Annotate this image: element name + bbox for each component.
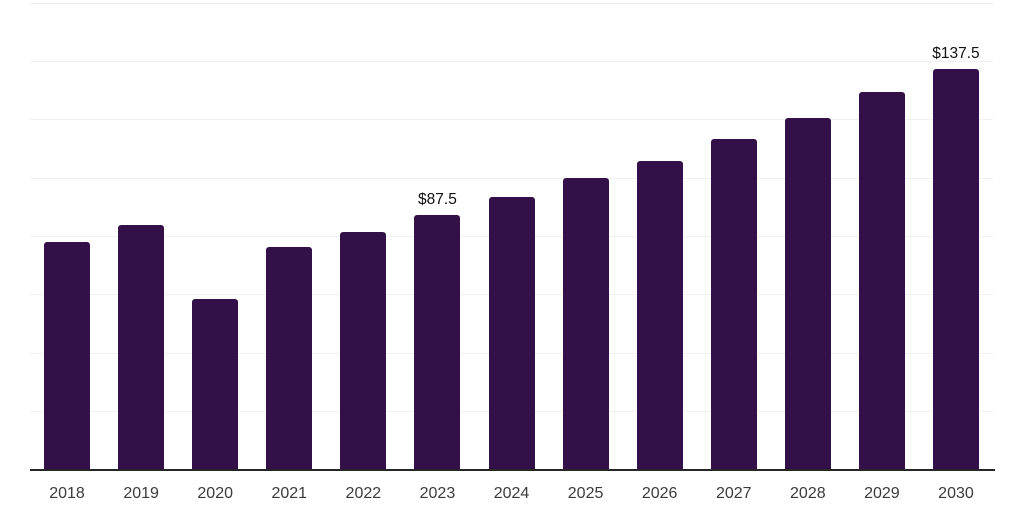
bars-row: $87.5 $137.5 xyxy=(30,3,993,470)
bar-2026 xyxy=(636,160,683,470)
gridline xyxy=(30,60,993,62)
gridline xyxy=(30,119,993,121)
bar-group xyxy=(697,3,771,470)
bar-group xyxy=(474,3,548,470)
bar-group xyxy=(326,3,400,470)
bar-group xyxy=(623,3,697,470)
bar-2023 xyxy=(414,214,461,470)
bar-value-label: $87.5 xyxy=(418,191,457,209)
bar-group: $87.5 xyxy=(400,3,474,470)
x-tick-label: 2028 xyxy=(790,485,826,502)
bar-2030 xyxy=(932,68,979,470)
x-tick-label: 2021 xyxy=(271,485,308,502)
x-tick-label: 2024 xyxy=(493,485,530,502)
bar-2018 xyxy=(44,242,91,470)
bar-group: $137.5 xyxy=(919,3,993,470)
bar-2020 xyxy=(192,299,239,470)
x-tick-label: 2020 xyxy=(197,485,233,502)
bar-2025 xyxy=(562,178,609,470)
bar-group xyxy=(549,3,623,470)
x-tick-label: 2025 xyxy=(567,485,604,502)
plot-area: $87.5 $137.5 xyxy=(30,2,993,470)
x-tick-label: 2027 xyxy=(715,485,752,502)
bar-group xyxy=(845,3,919,470)
gridline xyxy=(30,177,993,179)
x-tick-label: 2023 xyxy=(419,485,456,502)
x-axis-labels: 2018 2019 2020 2021 2022 2023 2024 2025 2026 2027… xyxy=(30,484,993,503)
bar-2019 xyxy=(118,224,165,470)
x-tick-label: 2018 xyxy=(49,485,85,502)
x-axis-line xyxy=(30,469,995,471)
bar-2028 xyxy=(784,118,831,470)
x-tick-label: 2022 xyxy=(345,485,382,502)
bar-group xyxy=(104,3,178,470)
bar-2021 xyxy=(266,246,313,470)
bar-value-label: $137.5 xyxy=(932,45,980,63)
bar-group xyxy=(771,3,845,470)
bar-2024 xyxy=(488,197,535,470)
bar-2022 xyxy=(340,232,387,470)
x-tick-label: 2030 xyxy=(938,485,974,502)
bar-2029 xyxy=(858,92,905,470)
bar-group xyxy=(178,3,252,470)
bar-group xyxy=(252,3,326,470)
x-tick-label: 2029 xyxy=(864,485,900,502)
bar-group xyxy=(30,3,104,470)
x-tick-label: 2019 xyxy=(123,485,159,502)
gridline xyxy=(30,2,993,4)
bar-2027 xyxy=(710,138,757,470)
x-tick-label: 2026 xyxy=(641,485,678,502)
